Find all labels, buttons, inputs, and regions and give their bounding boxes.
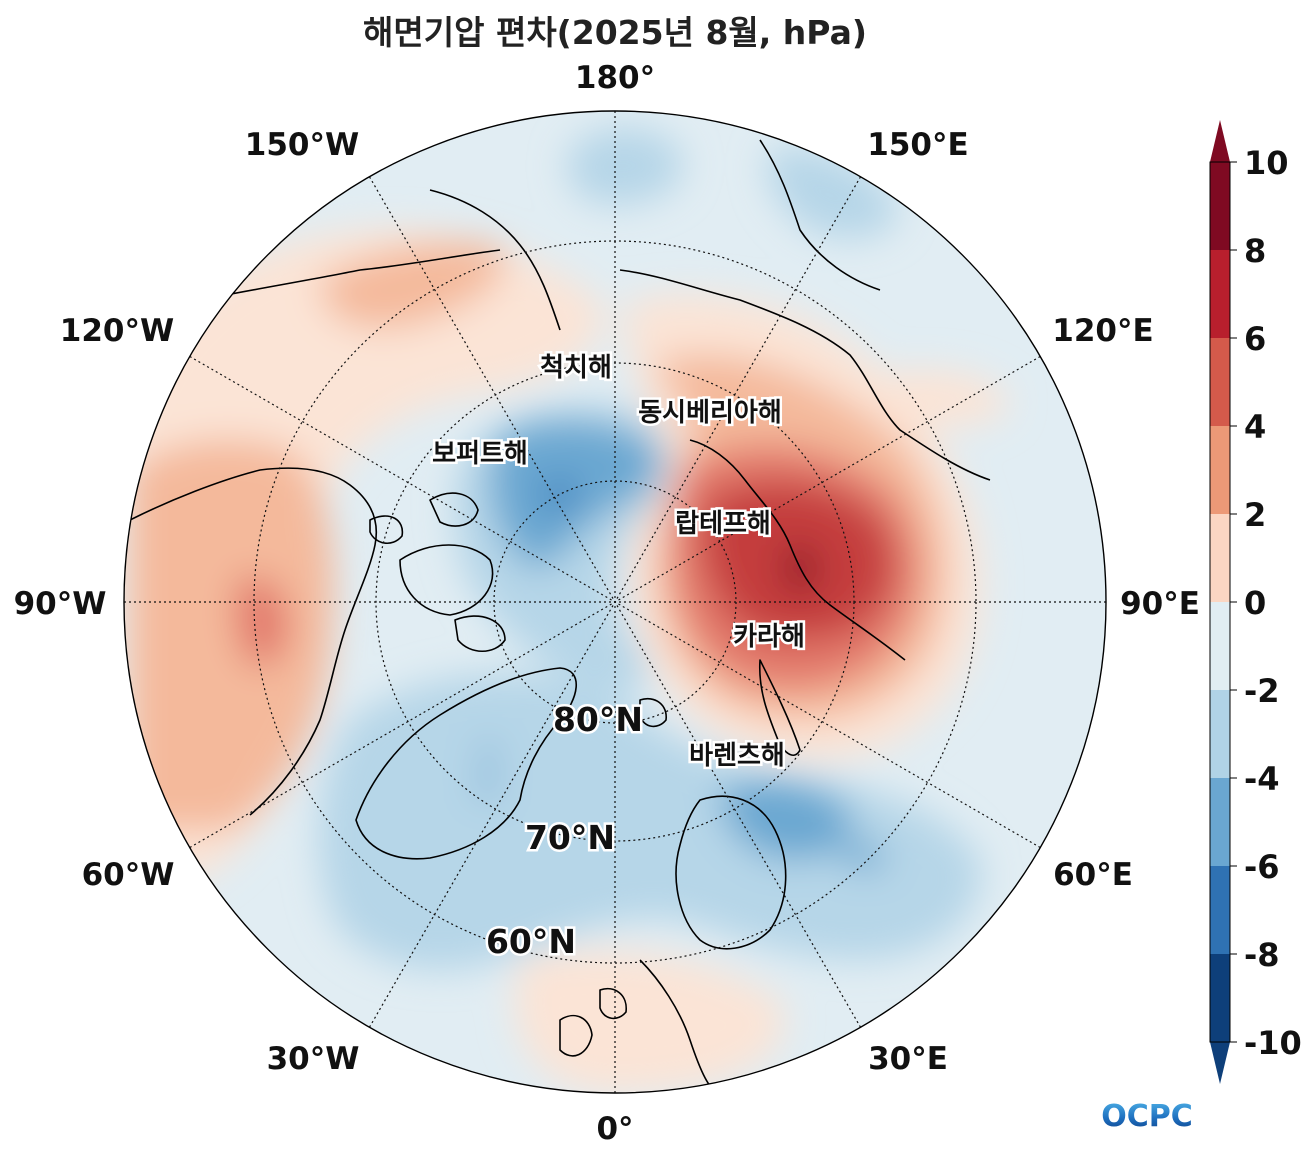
- colorbar-extend-top: [1210, 120, 1230, 162]
- sea-label-east-siberian: 동시베리아해: [638, 398, 782, 428]
- sea-labels: 척치해 동시베리아해 보퍼트해 랍테프해 카라해 바렌츠해: [430, 351, 808, 774]
- lon-label-60w: 60°W: [82, 857, 175, 893]
- colorbar-bands: [1210, 162, 1230, 1043]
- lat-label-60n: 60°N: [486, 922, 576, 961]
- colorbar-tick-label: -8: [1244, 936, 1280, 974]
- colorbar-tick-label: -4: [1244, 760, 1280, 798]
- lat-label-80n: 80°N: [553, 700, 643, 739]
- lon-label-60e: 60°E: [1053, 857, 1133, 893]
- lon-label-150e: 150°E: [867, 127, 968, 163]
- colorbar-band: [1210, 602, 1230, 691]
- colorbar-band: [1210, 426, 1230, 515]
- sea-label-laptev: 랍테프해: [675, 509, 771, 539]
- colorbar-band: [1210, 866, 1230, 955]
- colorbar-tick-label: -2: [1244, 672, 1280, 710]
- sea-label-barents: 바렌츠해: [689, 741, 785, 771]
- colorbar-band: [1210, 514, 1230, 603]
- colorbar-band: [1210, 954, 1230, 1043]
- colorbar-tick-label: 8: [1244, 232, 1266, 270]
- colorbar-band: [1210, 250, 1230, 339]
- lon-label-90w: 90°W: [14, 586, 107, 622]
- graticule: [124, 111, 1106, 1093]
- colorbar-ticks: 10 8 6 4 2 0 -2 -4 -6 -8 -10: [1230, 144, 1302, 1062]
- latitude-labels: 80°N 70°N 60°N: [483, 698, 645, 964]
- map-boundary: [123, 110, 1107, 1094]
- colorbar-tick-label: -10: [1244, 1024, 1302, 1062]
- colorbar-tick-label: 4: [1244, 408, 1266, 446]
- coastlines: [129, 139, 991, 1093]
- colorbar-tick-label: 0: [1244, 584, 1266, 622]
- colorbar-band: [1210, 690, 1230, 779]
- colorbar-band: [1210, 778, 1230, 867]
- lon-label-120e: 120°E: [1052, 313, 1153, 349]
- sea-label-beaufort: 보퍼트해: [432, 439, 528, 469]
- colorbar-extend-bottom: [1210, 1042, 1230, 1084]
- lon-label-0: 0°: [596, 1111, 633, 1147]
- colorbar-band: [1210, 338, 1230, 427]
- colorbar-tick-label: 2: [1244, 496, 1266, 534]
- lon-label-90e: 90°E: [1120, 586, 1200, 622]
- colorbar-tick-label: 10: [1244, 144, 1289, 182]
- map-title: 해면기압 편차(2025년 8월, hPa): [363, 13, 867, 52]
- meridian-30w-150e: [368, 176, 862, 1028]
- colorbar-tick-label: 6: [1244, 320, 1266, 358]
- longitude-labels: 180° 150°W 150°E 120°W 120°E 90°W 90°E 6…: [14, 60, 1200, 1147]
- sea-label-chukchi: 척치해: [540, 353, 612, 383]
- logo-text: OCPC: [1101, 1099, 1193, 1134]
- lat-label-70n: 70°N: [525, 818, 615, 857]
- lon-label-180: 180°: [575, 60, 655, 96]
- lon-label-30w: 30°W: [267, 1041, 360, 1077]
- colorbar: 10 8 6 4 2 0 -2 -4 -6 -8 -10: [1209, 120, 1302, 1084]
- colorbar-tick-label: -6: [1244, 848, 1280, 886]
- lon-label-150w: 150°W: [245, 127, 359, 163]
- ocpc-logo: OCPC: [1101, 1099, 1193, 1134]
- sea-label-kara: 카라해: [733, 622, 805, 652]
- lon-label-120w: 120°W: [60, 313, 174, 349]
- lon-label-30e: 30°E: [868, 1041, 948, 1077]
- colorbar-band: [1210, 162, 1230, 251]
